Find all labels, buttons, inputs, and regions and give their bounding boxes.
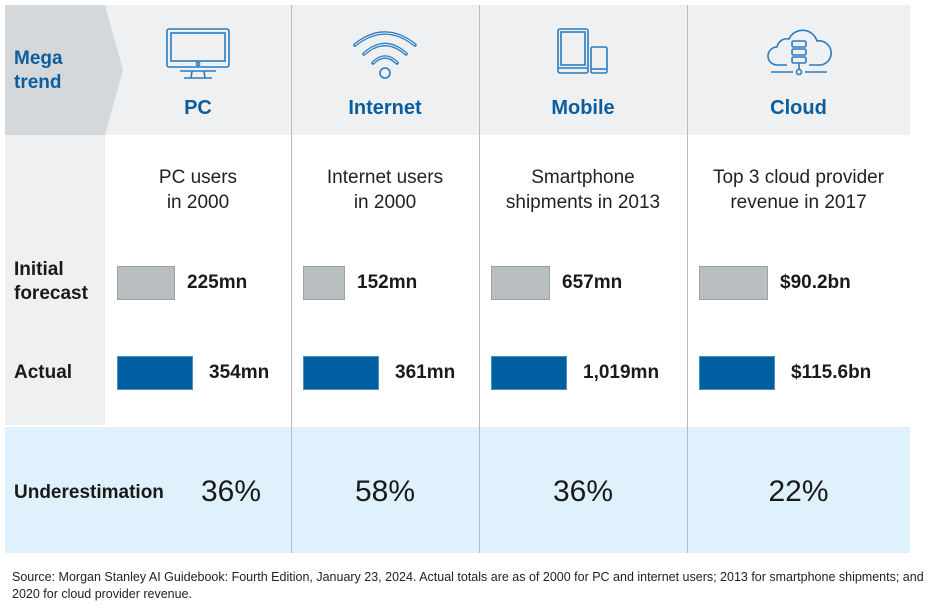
cloud-server-icon [765, 27, 833, 88]
underestimation-value: 22% [768, 475, 829, 508]
column-internet: Internet Internet users in 2000 152mn 361… [291, 5, 479, 553]
column-divider [687, 5, 688, 553]
underestimation-value: 36% [552, 475, 614, 508]
mega-trend-label: Mega trend [14, 48, 63, 93]
metric-line: Internet users [326, 167, 444, 188]
underestimation-value: 58% [354, 475, 416, 508]
actual-bar [699, 356, 775, 390]
metric-label: Smartphone shipments in 2013 [479, 165, 687, 215]
actual-value: 361mn [395, 362, 456, 383]
metric-label: Internet users in 2000 [291, 165, 479, 215]
metric-line: revenue in 2017 [730, 192, 867, 213]
column-mobile: Mobile Smartphone shipments in 2013 657mn… [479, 5, 687, 553]
underestimation-band [5, 427, 910, 553]
forecast-value: 225mn [187, 272, 248, 293]
forecast-value: 657mn [562, 272, 623, 293]
tablet-phone-icon [555, 27, 611, 88]
forecast-value: $90.2bn [780, 272, 851, 293]
metric-label: Top 3 cloud provider revenue in 2017 [687, 165, 910, 215]
actual-bar [491, 356, 567, 390]
metric-line: PC users [158, 167, 238, 188]
actual-bar [117, 356, 193, 390]
actual-value: 354mn [209, 362, 270, 383]
underestimation-value: 36% [201, 475, 262, 508]
metric-line: Smartphone [531, 167, 635, 188]
actual-bar [303, 356, 379, 390]
metric-line: in 2000 [353, 192, 417, 213]
mega-trend-arrow [5, 5, 123, 135]
forecast-bar [699, 266, 768, 300]
actual-value: $115.6bn [791, 362, 872, 383]
column-pc: PC PC users in 2000 225mn 354mn 36% [105, 5, 291, 553]
metric-line: in 2000 [166, 192, 230, 213]
metric-line: Top 3 cloud provider [712, 167, 885, 188]
source-note: Source: Morgan Stanley AI Guidebook: Fou… [12, 570, 924, 601]
column-divider [291, 5, 292, 553]
metric-label: PC users in 2000 [105, 165, 291, 215]
column-title: Cloud [770, 97, 827, 119]
wifi-icon [351, 27, 419, 88]
forecast-bar [491, 266, 550, 300]
row-label-column [5, 135, 105, 425]
forecast-bar [303, 266, 345, 300]
actual-value: 1,019mn [583, 362, 660, 383]
column-title: PC [184, 97, 212, 119]
monitor-icon [164, 27, 232, 88]
column-title: Internet [348, 97, 422, 119]
header-band [5, 5, 910, 135]
column-divider [479, 5, 480, 553]
forecast-value: 152mn [357, 272, 418, 293]
column-title: Mobile [551, 97, 615, 119]
metric-line: shipments in 2013 [505, 192, 661, 213]
row-label-forecast: Initial forecast [14, 259, 88, 304]
forecast-bar [117, 266, 175, 300]
column-cloud: Cloud Top 3 cloud provider revenue in 201… [687, 5, 910, 553]
row-label-actual: Actual [14, 362, 73, 383]
row-label-underestimation: Underestimation [14, 482, 164, 503]
